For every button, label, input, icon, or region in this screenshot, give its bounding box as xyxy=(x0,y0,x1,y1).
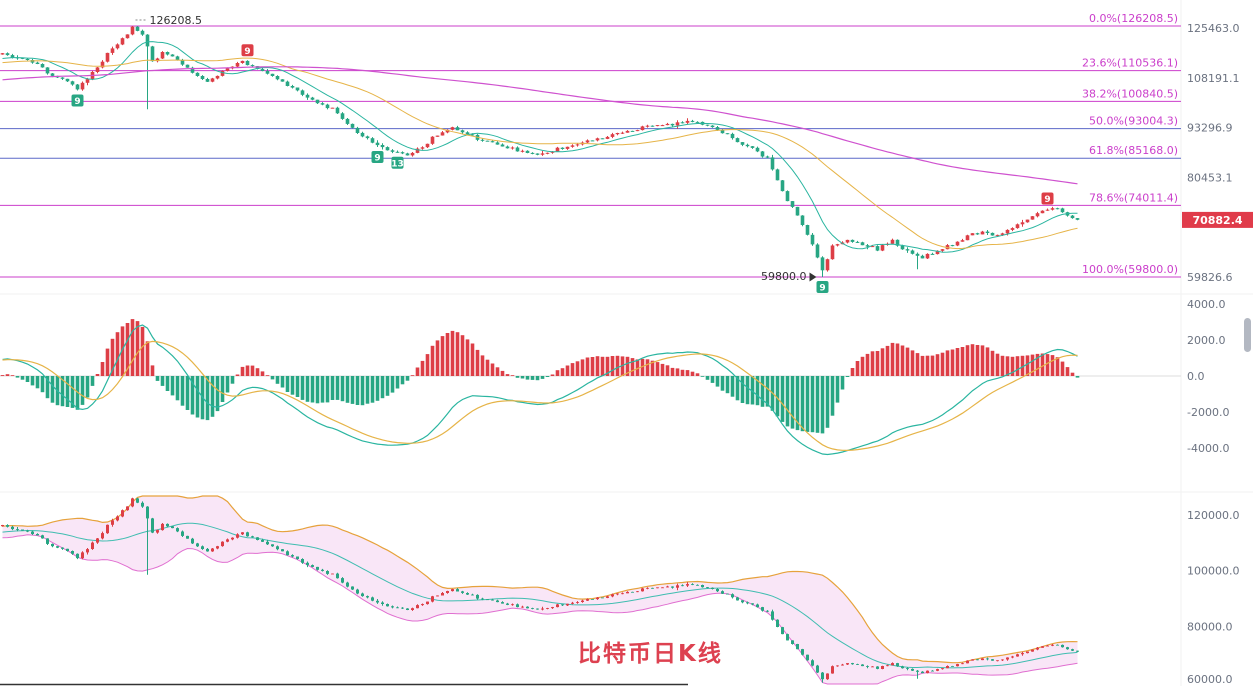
macd-lines xyxy=(2,324,1078,456)
svg-text:9: 9 xyxy=(244,47,250,57)
svg-text:78.6%(74011.4): 78.6%(74011.4) xyxy=(1089,191,1178,204)
axis-labels-boll: 120000.0 100000.0 80000.0 60000.0 xyxy=(1187,509,1240,686)
svg-text:120000.0: 120000.0 xyxy=(1187,509,1240,522)
fibonacci-lines xyxy=(0,25,1181,278)
svg-text:59800.0: 59800.0 xyxy=(761,270,807,283)
svg-text:125463.0: 125463.0 xyxy=(1187,22,1240,35)
svg-text:9: 9 xyxy=(1044,195,1050,205)
chart-title: 比特币日K线 xyxy=(578,641,723,667)
svg-text:4000.0: 4000.0 xyxy=(1187,298,1226,311)
svg-text:13: 13 xyxy=(391,159,404,169)
svg-text:100000.0: 100000.0 xyxy=(1187,565,1240,578)
svg-text:0.0: 0.0 xyxy=(1187,370,1205,383)
svg-text:93296.9: 93296.9 xyxy=(1187,122,1233,135)
svg-text:9: 9 xyxy=(374,154,380,164)
fib-labels: 0.0%(126208.5) 23.6%(110536.1) 38.2%(10084… xyxy=(1082,12,1178,276)
svg-text:80453.1: 80453.1 xyxy=(1187,171,1233,184)
axis-labels-price: 125463.0 108191.1 93296.9 80453.1 59826.6 xyxy=(1187,22,1240,284)
svg-text:2000.0: 2000.0 xyxy=(1187,334,1226,347)
svg-text:61.8%(85168.0): 61.8%(85168.0) xyxy=(1089,144,1178,157)
svg-text:9: 9 xyxy=(819,284,825,294)
svg-text:108191.1: 108191.1 xyxy=(1187,72,1240,85)
svg-text:38.2%(100840.5): 38.2%(100840.5) xyxy=(1082,87,1178,100)
svg-text:23.6%(110536.1): 23.6%(110536.1) xyxy=(1082,57,1178,70)
svg-text:59826.6: 59826.6 xyxy=(1187,271,1233,284)
svg-text:0.0%(126208.5): 0.0%(126208.5) xyxy=(1089,12,1178,25)
svg-text:70882.4: 70882.4 xyxy=(1192,214,1242,227)
extreme-labels: 126208.5 59800.0 xyxy=(135,14,817,283)
price-tag: 70882.4 xyxy=(1182,211,1253,228)
event-markers: 9 9 9 13 9 9 xyxy=(71,44,1054,294)
svg-text:-2000.0: -2000.0 xyxy=(1187,406,1229,419)
svg-text:50.0%(93004.3): 50.0%(93004.3) xyxy=(1089,115,1178,128)
svg-text:-4000.0: -4000.0 xyxy=(1187,442,1229,455)
svg-text:9: 9 xyxy=(74,97,80,107)
ma-lines xyxy=(2,41,1078,253)
svg-text:60000.0: 60000.0 xyxy=(1187,673,1233,686)
axis-labels-macd: 4000.0 2000.0 0.0 -2000.0 -4000.0 xyxy=(1187,298,1229,455)
boll-candles xyxy=(1,497,1079,683)
svg-text:80000.0: 80000.0 xyxy=(1187,620,1233,633)
svg-text:100.0%(59800.0): 100.0%(59800.0) xyxy=(1082,263,1178,276)
price-candles xyxy=(0,26,1080,277)
macd-histogram xyxy=(0,319,1181,434)
svg-text:126208.5: 126208.5 xyxy=(150,14,203,27)
scrollbar-thumb[interactable] xyxy=(1244,318,1251,352)
